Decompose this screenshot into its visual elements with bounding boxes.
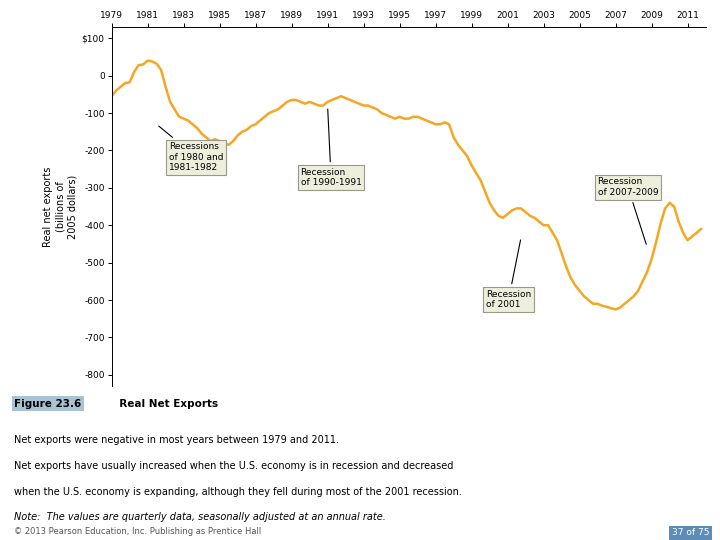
- Text: Recessions
of 1980 and
1981-1982: Recessions of 1980 and 1981-1982: [158, 126, 224, 172]
- Y-axis label: Real net exports
(billions of
2005 dollars): Real net exports (billions of 2005 dolla…: [42, 166, 78, 247]
- Text: © 2013 Pearson Education, Inc. Publishing as Prentice Hall: © 2013 Pearson Education, Inc. Publishin…: [14, 526, 261, 536]
- Text: Figure 23.6: Figure 23.6: [14, 399, 81, 409]
- Text: Recession
of 1990-1991: Recession of 1990-1991: [300, 109, 361, 187]
- Text: 37 of 75: 37 of 75: [672, 528, 709, 537]
- Text: Note:  The values are quarterly data, seasonally adjusted at an annual rate.: Note: The values are quarterly data, sea…: [14, 512, 386, 523]
- Text: Recession
of 2001: Recession of 2001: [486, 240, 531, 309]
- Text: Net exports have usually increased when the U.S. economy is in recession and dec: Net exports have usually increased when …: [14, 461, 454, 471]
- Text: Real Net Exports: Real Net Exports: [112, 399, 217, 409]
- Text: Recession
of 2007-2009: Recession of 2007-2009: [598, 178, 658, 244]
- Text: when the U.S. economy is expanding, although they fell during most of the 2001 r: when the U.S. economy is expanding, alth…: [14, 487, 462, 497]
- Text: Net exports were negative in most years between 1979 and 2011.: Net exports were negative in most years …: [14, 435, 339, 445]
